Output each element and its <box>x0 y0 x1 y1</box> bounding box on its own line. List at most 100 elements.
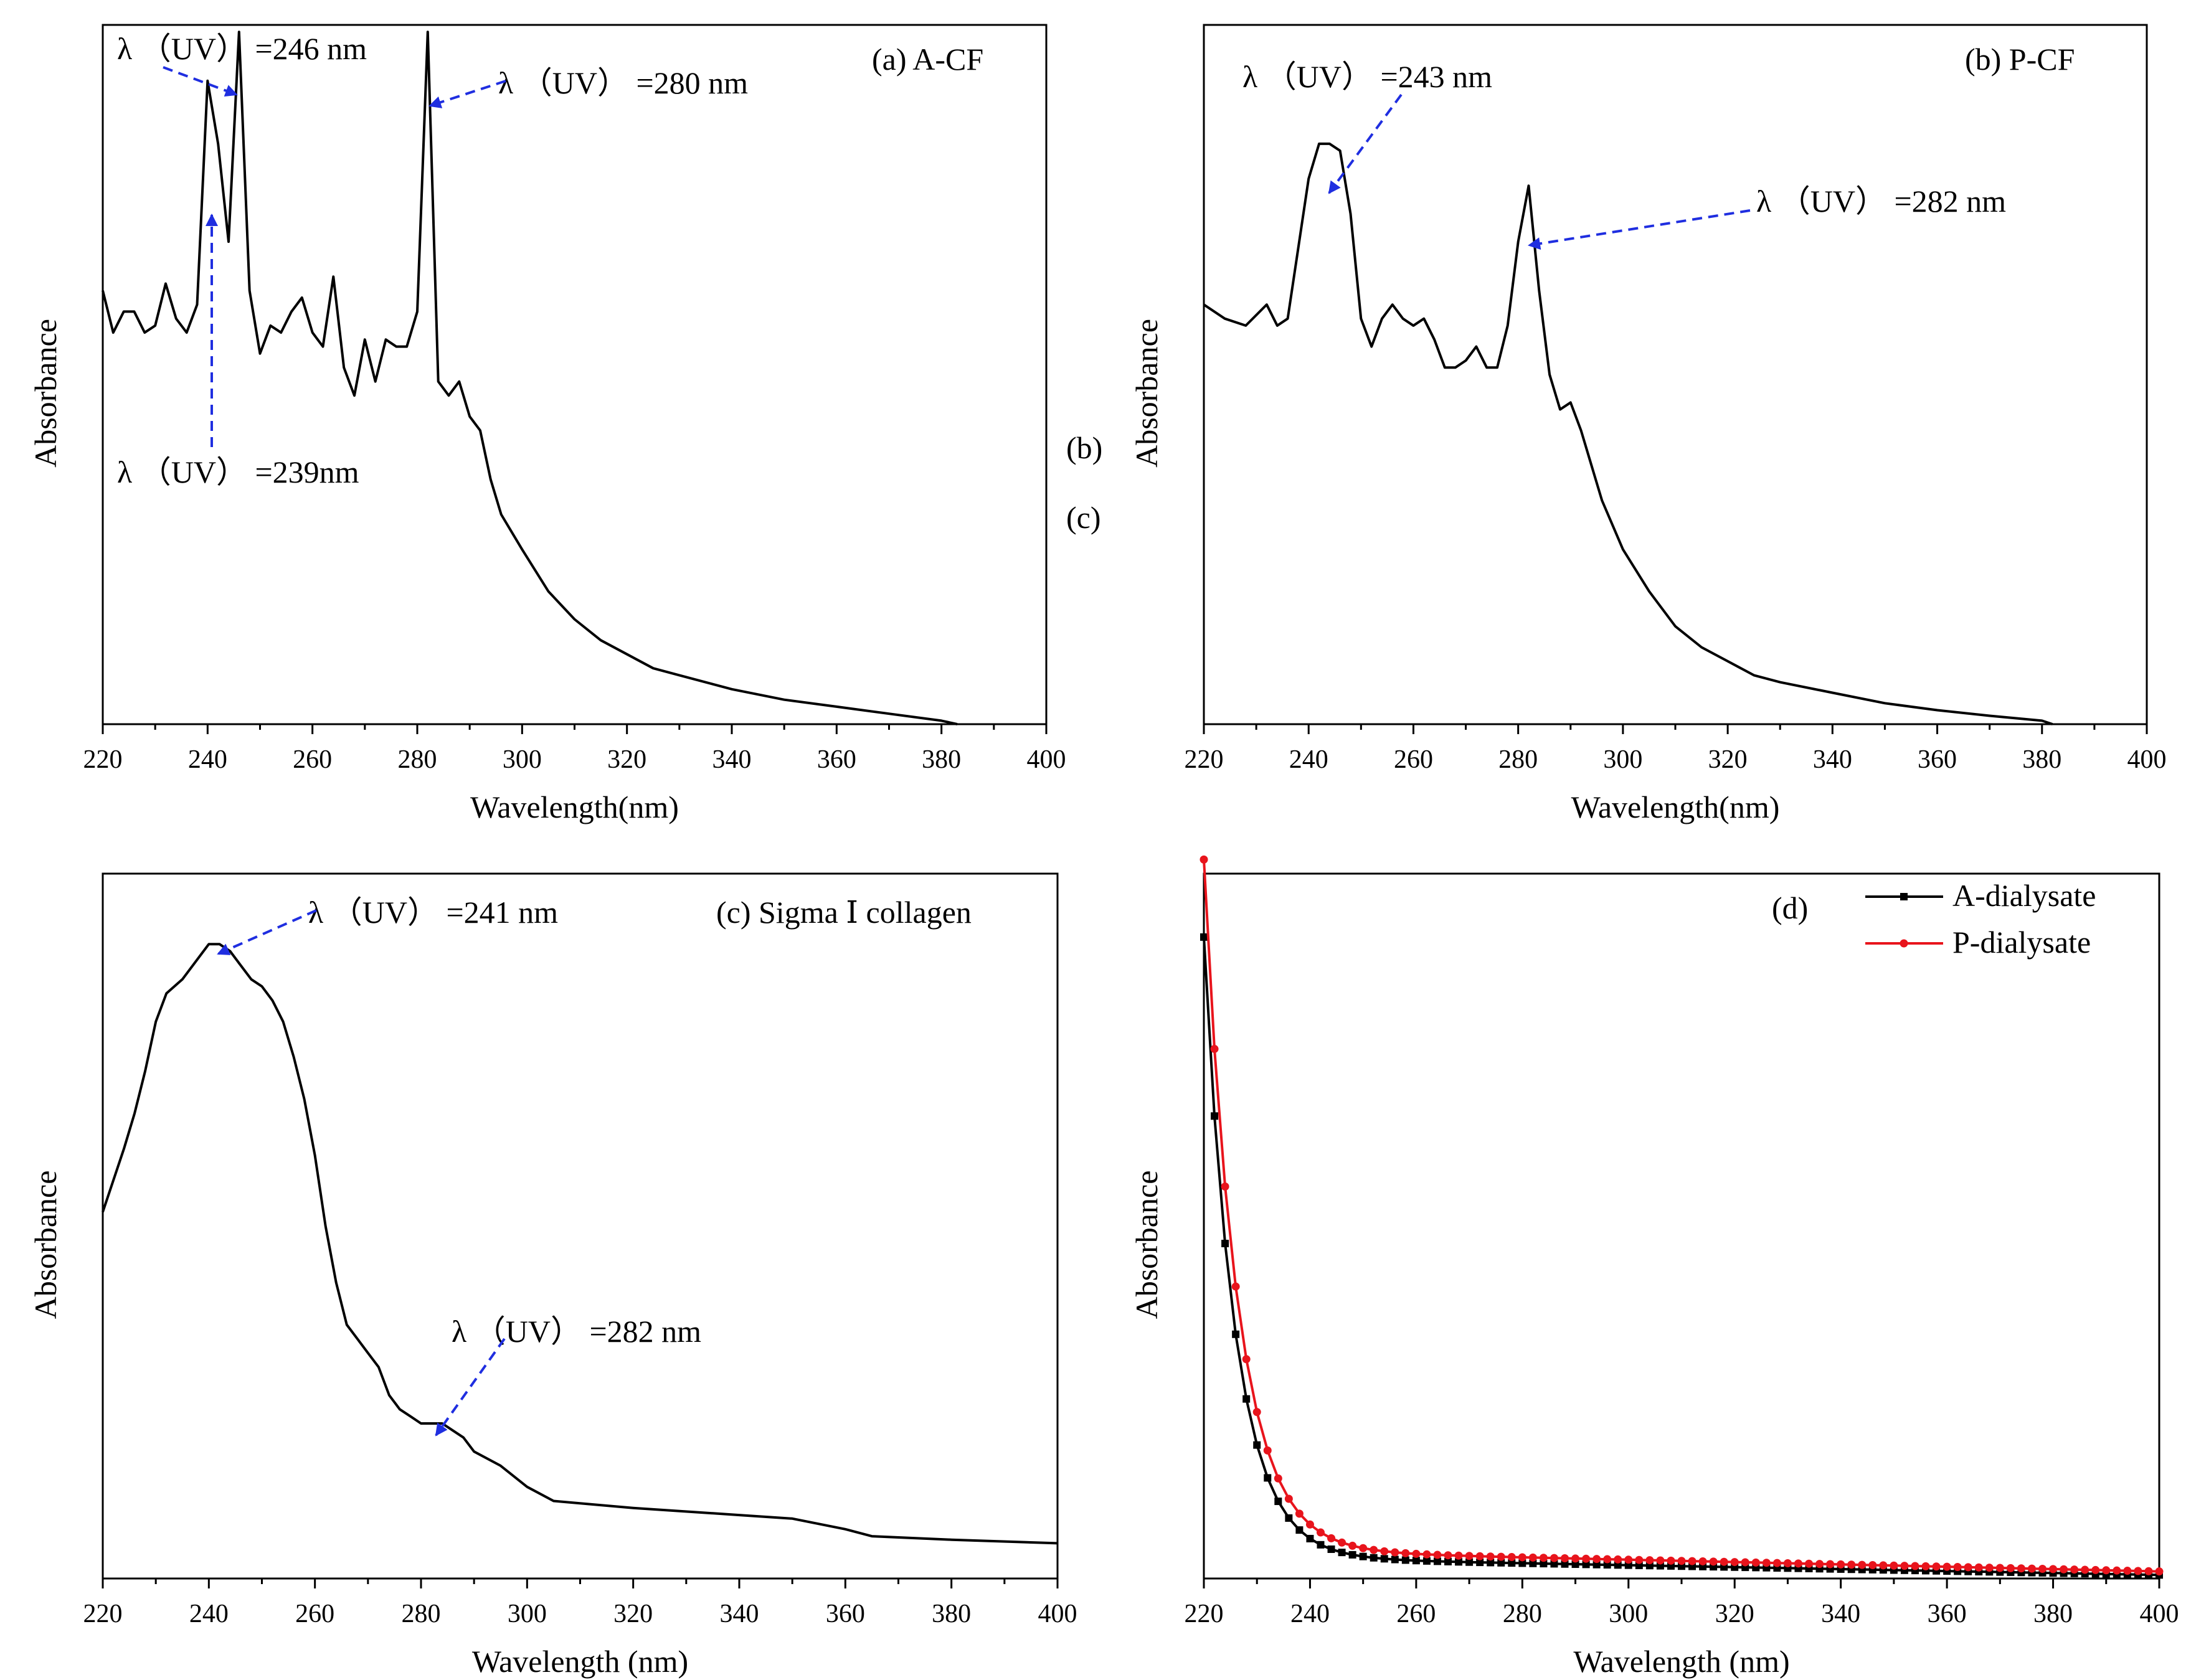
data-point-p-dialysate <box>1497 1552 1505 1561</box>
series-line-sigma-i-collagen <box>102 943 1058 1545</box>
data-point-p-dialysate <box>1720 1557 1728 1566</box>
series-line-a-dialysate <box>1203 937 2160 1577</box>
x-tick-label: 240 <box>1289 745 1328 774</box>
y-axis-title: Absorbance <box>1129 1171 1164 1319</box>
data-point-p-dialysate <box>1614 1555 1622 1564</box>
x-tick-label: 400 <box>2127 745 2167 774</box>
data-point-p-dialysate <box>2060 1565 2068 1574</box>
x-tick-label: 380 <box>922 745 961 774</box>
data-point-p-dialysate <box>1370 1546 1378 1554</box>
x-tick-label: 280 <box>402 1600 441 1628</box>
x-tick-label: 320 <box>1715 1600 1754 1628</box>
data-point-p-dialysate <box>1847 1560 1856 1569</box>
x-tick-label: 240 <box>1290 1600 1330 1628</box>
x-tick-label: 380 <box>2022 745 2061 774</box>
data-point-a-dialysate <box>1317 1541 1325 1549</box>
data-point-p-dialysate <box>1837 1560 1845 1569</box>
x-tick-label: 360 <box>826 1600 865 1628</box>
data-point-p-dialysate <box>1603 1555 1612 1564</box>
data-point-a-dialysate <box>1221 1239 1229 1247</box>
data-point-p-dialysate <box>2123 1567 2132 1575</box>
stray-label-c: (c) <box>1066 500 1101 535</box>
peak-annotation-text: λ （UV） =282 nm <box>452 1314 701 1349</box>
data-point-p-dialysate <box>1667 1556 1675 1565</box>
data-point-p-dialysate <box>1454 1551 1463 1560</box>
data-point-p-dialysate <box>2113 1566 2121 1575</box>
data-point-p-dialysate <box>1433 1550 1442 1559</box>
data-point-p-dialysate <box>1242 1355 1251 1364</box>
data-point-p-dialysate <box>1974 1563 1983 1572</box>
data-point-a-dialysate <box>1401 1556 1409 1564</box>
data-point-a-dialysate <box>1200 933 1208 941</box>
data-point-p-dialysate <box>1305 1520 1314 1529</box>
data-point-p-dialysate <box>1231 1282 1240 1291</box>
data-point-p-dialysate <box>1943 1562 1951 1571</box>
data-point-p-dialysate <box>1550 1554 1558 1562</box>
legend-marker-p-dialysate <box>1900 939 1908 948</box>
panel-b-chart: 220 240 260 280 300 320 340 360 380 400 Wavelength… <box>1129 24 2167 824</box>
peak-annotation-arrow <box>163 66 238 97</box>
series-line-p-dialysate <box>1203 859 2160 1573</box>
x-tick-label: 220 <box>83 745 123 774</box>
data-point-a-dialysate <box>1497 1559 1505 1567</box>
data-point-p-dialysate <box>1412 1549 1421 1558</box>
data-point-a-dialysate <box>1465 1558 1474 1566</box>
y-axis-title: Absorbance <box>28 1171 63 1319</box>
data-point-a-dialysate <box>1476 1559 1484 1567</box>
data-point-p-dialysate <box>1274 1474 1282 1483</box>
data-point-p-dialysate <box>1284 1494 1293 1503</box>
x-tick-label: 240 <box>189 1600 229 1628</box>
data-point-a-dialysate <box>1550 1560 1558 1568</box>
data-point-p-dialysate <box>2017 1564 2025 1573</box>
data-point-a-dialysate <box>1264 1474 1272 1482</box>
data-point-p-dialysate <box>1826 1560 1835 1569</box>
panel-label: (c) Sigma Ⅰ collagen <box>716 895 972 930</box>
data-point-p-dialysate <box>1911 1562 1919 1570</box>
data-point-a-dialysate <box>1327 1545 1335 1553</box>
data-point-a-dialysate <box>1433 1557 1441 1565</box>
peak-annotation-arrow <box>1328 93 1403 194</box>
x-tick-label: 320 <box>607 745 646 774</box>
series-line-a-cf <box>102 31 958 725</box>
data-point-p-dialysate <box>1252 1408 1261 1417</box>
data-point-p-dialysate <box>1391 1548 1399 1557</box>
peak-annotation-arrow <box>1528 209 1751 250</box>
data-point-a-dialysate <box>1242 1395 1251 1403</box>
peak-annotation-arrow <box>435 1338 506 1437</box>
data-point-a-dialysate <box>1508 1559 1516 1567</box>
x-tick-label: 400 <box>1038 1600 1077 1628</box>
data-point-p-dialysate <box>2038 1565 2047 1574</box>
data-point-p-dialysate <box>2006 1564 2015 1572</box>
data-point-a-dialysate <box>1359 1552 1367 1560</box>
x-tick-label: 300 <box>508 1600 547 1628</box>
panel-label: (a) A-CF <box>872 42 983 77</box>
x-tick-label: 360 <box>1928 1600 1967 1628</box>
x-tick-label: 340 <box>712 745 752 774</box>
data-point-a-dialysate <box>1348 1550 1356 1559</box>
data-point-p-dialysate <box>1890 1561 1898 1570</box>
data-point-p-dialysate <box>1200 855 1208 864</box>
x-tick-label: 360 <box>817 745 856 774</box>
peak-annotation-text: λ （UV） =246 nm <box>117 31 367 66</box>
data-point-p-dialysate <box>2070 1565 2079 1574</box>
data-point-p-dialysate <box>1900 1562 1909 1570</box>
data-point-p-dialysate <box>1815 1560 1824 1569</box>
x-tick-label: 400 <box>2140 1600 2179 1628</box>
data-point-a-dialysate <box>1540 1560 1548 1568</box>
peak-annotation-text: λ （UV） =241 nm <box>308 895 558 930</box>
data-point-p-dialysate <box>1995 1564 2004 1572</box>
data-point-p-dialysate <box>1709 1557 1718 1566</box>
series-line-p-cf <box>1203 142 2053 725</box>
x-tick-label: 240 <box>188 745 227 774</box>
x-tick-label: 340 <box>1821 1600 1860 1628</box>
x-axis-title: Wavelength (nm) <box>1573 1644 1789 1679</box>
data-point-p-dialysate <box>1624 1555 1633 1564</box>
data-point-p-dialysate <box>1762 1559 1771 1567</box>
data-point-a-dialysate <box>1582 1560 1590 1569</box>
data-point-a-dialysate <box>1422 1557 1431 1565</box>
data-point-a-dialysate <box>1391 1555 1399 1564</box>
data-point-p-dialysate <box>1571 1554 1580 1563</box>
x-axis-title: Wavelength(nm) <box>470 790 679 824</box>
data-point-p-dialysate <box>1316 1528 1325 1537</box>
data-point-a-dialysate <box>1529 1559 1537 1567</box>
